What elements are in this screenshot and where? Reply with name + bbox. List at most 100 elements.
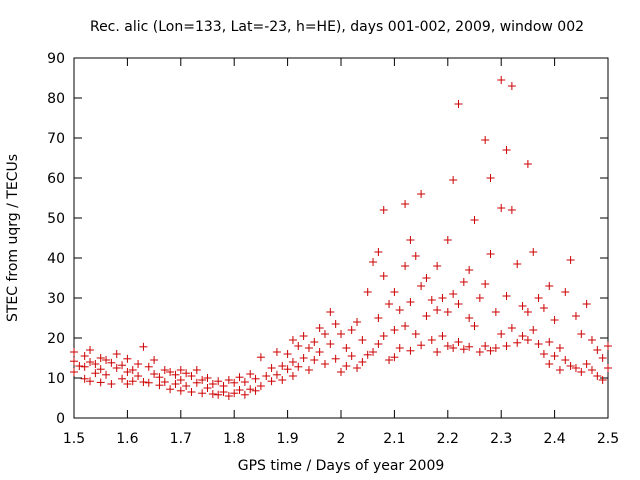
data-point xyxy=(246,385,255,394)
y-axis-label: STEC from uqrg / TECUs xyxy=(5,154,21,322)
data-point xyxy=(385,300,394,308)
data-point xyxy=(486,174,495,182)
data-point xyxy=(555,366,564,374)
data-point xyxy=(283,365,292,374)
data-point xyxy=(465,266,474,274)
data-point xyxy=(320,360,329,368)
data-point xyxy=(502,146,511,154)
data-point xyxy=(288,336,297,344)
data-point xyxy=(427,336,436,344)
data-point xyxy=(337,368,345,376)
data-point xyxy=(417,190,426,198)
data-point xyxy=(112,364,121,372)
data-point xyxy=(208,390,217,398)
data-point xyxy=(123,380,132,388)
data-point xyxy=(102,356,111,364)
data-point xyxy=(139,342,148,351)
data-point xyxy=(262,372,271,380)
data-point xyxy=(358,358,367,366)
y-tick-label: 20 xyxy=(47,331,65,347)
data-point xyxy=(246,370,255,378)
data-point xyxy=(454,338,463,346)
data-point xyxy=(486,346,495,355)
data-point xyxy=(449,290,458,298)
data-point xyxy=(251,386,260,395)
data-point xyxy=(481,342,490,350)
data-point xyxy=(529,326,538,334)
data-point xyxy=(198,376,207,384)
data-point xyxy=(331,354,340,363)
data-point xyxy=(128,366,137,374)
data-point xyxy=(406,346,415,355)
data-point xyxy=(235,386,244,394)
data-point xyxy=(497,204,506,212)
data-point xyxy=(550,352,559,360)
data-point xyxy=(278,362,287,370)
data-point xyxy=(379,272,388,280)
data-point xyxy=(96,378,105,387)
data-point xyxy=(470,216,479,224)
data-point xyxy=(443,236,452,244)
data-point xyxy=(86,346,95,354)
data-point xyxy=(342,344,351,352)
y-tick-label: 40 xyxy=(47,251,65,267)
data-point xyxy=(288,358,297,366)
data-point xyxy=(470,322,479,330)
data-point xyxy=(523,160,532,168)
y-tick-label: 70 xyxy=(47,131,65,147)
data-point xyxy=(315,348,324,356)
data-point xyxy=(571,364,580,372)
data-point xyxy=(465,342,474,351)
data-point xyxy=(192,378,201,387)
data-point xyxy=(353,318,362,326)
data-point xyxy=(417,341,426,350)
data-point xyxy=(449,344,458,352)
data-point xyxy=(107,380,116,388)
data-point xyxy=(224,376,233,384)
data-point xyxy=(577,330,586,338)
data-point xyxy=(566,256,575,264)
data-point xyxy=(406,298,415,306)
data-point xyxy=(118,361,127,370)
data-point xyxy=(160,378,169,386)
data-point xyxy=(176,366,185,374)
data-point xyxy=(134,372,143,380)
data-point xyxy=(155,381,164,390)
data-point xyxy=(182,369,191,378)
data-point xyxy=(369,348,378,356)
data-point xyxy=(230,378,239,387)
data-point xyxy=(486,250,495,258)
data-point xyxy=(433,262,442,270)
data-point xyxy=(320,330,329,338)
data-point xyxy=(379,206,388,214)
data-point xyxy=(96,354,105,362)
data-point xyxy=(395,306,404,314)
data-point xyxy=(267,364,276,372)
data-point xyxy=(411,252,420,260)
data-point xyxy=(374,248,383,256)
data-point xyxy=(459,345,468,354)
data-point xyxy=(123,368,132,376)
data-point xyxy=(465,314,474,322)
data-point xyxy=(326,340,335,348)
data-point xyxy=(86,358,95,366)
data-point xyxy=(256,353,265,362)
data-points xyxy=(70,76,612,400)
data-point xyxy=(123,354,132,363)
x-tick-label: 2.3 xyxy=(490,431,512,447)
data-point xyxy=(491,308,500,316)
data-point xyxy=(144,362,153,371)
data-point xyxy=(604,364,612,372)
data-point xyxy=(363,350,372,359)
x-tick-label: 1.5 xyxy=(63,431,85,447)
data-point xyxy=(417,282,426,290)
data-point xyxy=(310,356,319,364)
chart-title: Rec. alic (Lon=133, Lat=-23, h=HE), days… xyxy=(90,19,584,35)
data-point xyxy=(475,294,484,302)
data-point xyxy=(411,330,420,338)
data-point xyxy=(283,350,292,358)
data-point xyxy=(513,260,522,268)
data-point xyxy=(497,76,506,84)
data-point xyxy=(107,358,116,367)
data-point xyxy=(102,370,111,379)
